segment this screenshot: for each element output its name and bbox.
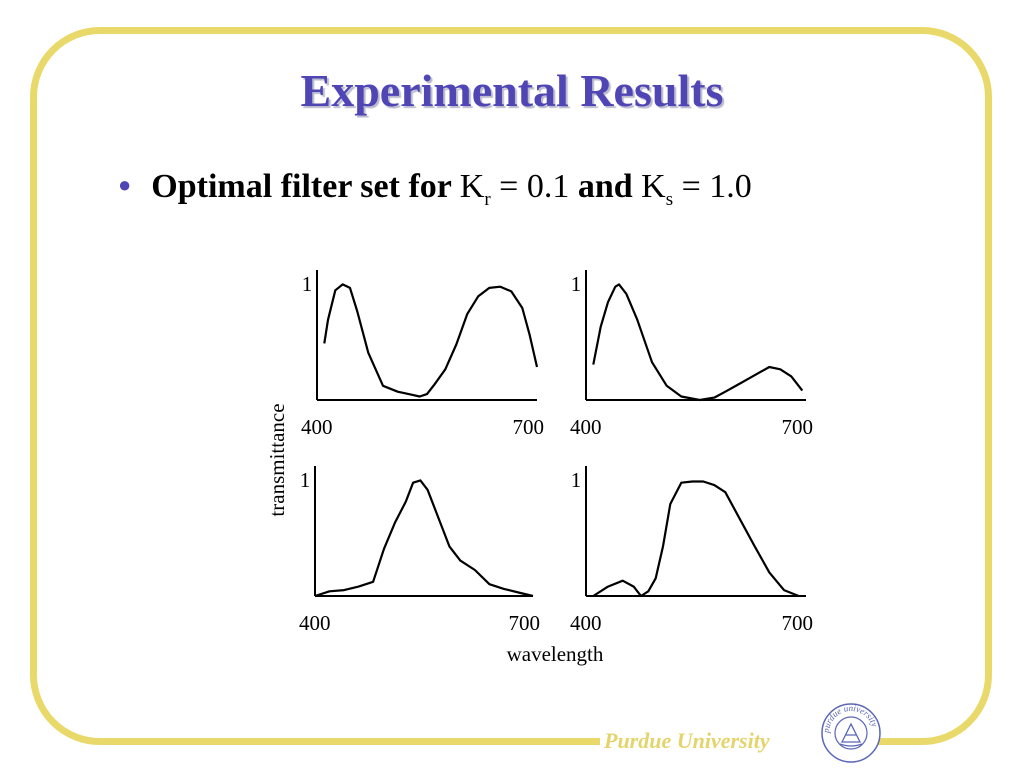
chart-1-y-tick-label: 1 bbox=[302, 272, 313, 296]
chart-3-y-tick-label: 1 bbox=[300, 468, 311, 492]
chart-4-y-tick-label: 1 bbox=[571, 468, 582, 492]
footer-gap bbox=[600, 735, 845, 751]
chart-3-x-tick-label-start: 400 bbox=[299, 611, 331, 635]
chart-2-line bbox=[592, 283, 804, 402]
chart-3-line bbox=[314, 479, 534, 598]
and-text: and bbox=[577, 168, 642, 205]
chart-2-y-tick-label: 1 bbox=[571, 272, 582, 296]
footer-university-name: Purdue University bbox=[604, 728, 770, 753]
chart-2-x-tick-label-end: 700 bbox=[782, 415, 814, 439]
ks-letter: K bbox=[641, 168, 666, 205]
slide-frame bbox=[30, 27, 992, 745]
bullet-dot: ● bbox=[118, 172, 132, 197]
bullet-item: ● Optimal filter set for Kr = 0.1 and Ks … bbox=[118, 168, 752, 211]
x-axis-label: wavelength bbox=[507, 642, 604, 666]
ks-subscript: s bbox=[665, 188, 674, 210]
kr-value: = 0.1 bbox=[490, 168, 578, 205]
chart-1-x-tick-label-start: 400 bbox=[301, 415, 333, 439]
kr-subscript: r bbox=[484, 188, 491, 210]
slide-title: Experimental Results bbox=[300, 65, 724, 116]
kr-letter: K bbox=[459, 168, 485, 205]
chart-4-line bbox=[592, 480, 800, 598]
university-seal: purdue university bbox=[821, 703, 881, 763]
chart-1-x-tick-label-end: 700 bbox=[513, 415, 545, 439]
y-axis-label: transmittance bbox=[265, 403, 289, 516]
chart-3-x-tick-label-end: 700 bbox=[509, 611, 541, 635]
chart-4-x-tick-label-end: 700 bbox=[782, 611, 814, 635]
chart-1-line bbox=[323, 283, 539, 398]
chart-4-x-tick-label-start: 400 bbox=[570, 611, 602, 635]
chart-2-x-tick-label-start: 400 bbox=[570, 415, 602, 439]
bullet-text-before: Optimal filter set for bbox=[151, 168, 460, 205]
ks-value: = 1.0 bbox=[673, 168, 752, 205]
